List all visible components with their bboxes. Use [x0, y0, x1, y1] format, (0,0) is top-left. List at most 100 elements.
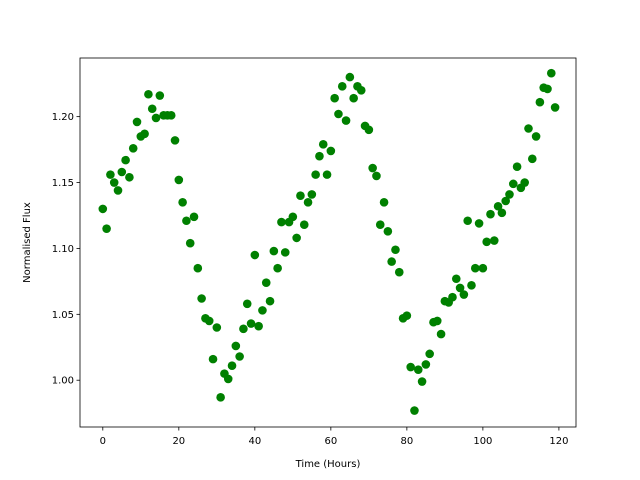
data-point — [170, 136, 180, 145]
data-point — [478, 263, 488, 273]
data-point — [265, 296, 275, 306]
data-point — [254, 321, 263, 331]
data-point — [121, 155, 130, 165]
data-point — [311, 170, 320, 179]
data-point — [489, 236, 499, 245]
data-point — [474, 219, 484, 228]
data-point — [140, 129, 149, 139]
y-tick-label: 1.10 — [52, 244, 74, 255]
data-point — [372, 171, 381, 181]
data-point — [155, 91, 165, 100]
data-point — [459, 290, 469, 299]
data-point — [113, 186, 123, 195]
data-point — [125, 172, 134, 182]
data-point — [524, 124, 533, 133]
data-points — [98, 68, 560, 415]
data-point — [322, 170, 332, 179]
data-point — [413, 365, 423, 374]
data-point — [375, 220, 385, 230]
data-point — [394, 267, 404, 277]
data-point — [391, 245, 400, 255]
data-point — [193, 263, 203, 273]
data-point — [182, 216, 191, 226]
data-point — [546, 68, 556, 78]
data-point — [231, 341, 241, 351]
data-point — [280, 248, 290, 257]
y-tick-label: 1.15 — [52, 178, 74, 189]
data-point — [223, 374, 233, 384]
data-point — [383, 226, 393, 236]
data-point — [436, 329, 446, 339]
data-point — [212, 323, 222, 332]
data-point — [315, 151, 324, 161]
data-point — [239, 324, 248, 334]
x-tick-label: 0 — [100, 436, 106, 447]
data-point — [550, 103, 560, 112]
data-point — [147, 104, 157, 114]
data-point — [106, 170, 115, 179]
data-point — [185, 238, 195, 248]
y-tick-label: 1.05 — [52, 310, 74, 321]
data-point — [448, 292, 457, 302]
data-point — [425, 349, 434, 359]
data-point — [98, 204, 108, 214]
data-point — [299, 220, 309, 230]
data-point — [178, 198, 187, 207]
data-point — [387, 257, 396, 266]
data-point — [132, 117, 142, 127]
data-point — [531, 132, 541, 141]
data-point — [341, 116, 351, 125]
data-point — [330, 93, 339, 103]
data-point — [379, 198, 389, 207]
data-point — [208, 354, 218, 364]
data-point — [527, 154, 537, 164]
data-point — [364, 125, 374, 135]
x-tick-label: 120 — [549, 436, 568, 447]
x-tick-label: 100 — [473, 436, 492, 447]
data-point — [109, 178, 119, 187]
data-point — [410, 406, 419, 415]
x-axis-ticks: 0 20 40 60 80 100 120 — [100, 427, 568, 447]
data-point — [356, 85, 366, 95]
data-point — [512, 162, 522, 172]
data-point — [543, 84, 552, 94]
data-point — [117, 167, 127, 177]
data-point — [197, 294, 206, 303]
data-point — [417, 377, 427, 386]
x-tick-label: 40 — [248, 436, 261, 447]
data-point — [467, 281, 476, 290]
data-point — [493, 201, 503, 211]
data-point — [470, 263, 480, 273]
data-point — [451, 274, 461, 284]
data-point — [144, 89, 153, 99]
data-point — [421, 360, 431, 369]
data-point — [482, 237, 491, 247]
data-point — [288, 212, 298, 222]
y-axis-label: Normalised Flux — [22, 202, 33, 283]
data-point — [334, 109, 343, 119]
data-point — [258, 306, 267, 315]
data-point — [497, 208, 507, 218]
data-point — [296, 191, 305, 201]
data-point — [508, 179, 518, 189]
data-point — [273, 263, 282, 273]
data-point — [345, 72, 355, 82]
data-point — [455, 283, 465, 293]
data-point — [166, 111, 176, 120]
data-point — [269, 246, 279, 256]
data-point — [432, 316, 442, 326]
data-point — [402, 311, 412, 320]
plot-area — [80, 58, 576, 427]
data-point — [246, 319, 256, 328]
data-point — [463, 216, 472, 226]
data-point — [242, 299, 252, 309]
x-tick-label: 80 — [400, 436, 413, 447]
data-point — [261, 278, 271, 287]
data-point — [102, 224, 111, 233]
data-point — [501, 196, 510, 206]
data-point — [303, 198, 313, 207]
data-point — [326, 146, 336, 156]
data-point — [520, 178, 529, 187]
data-point — [368, 163, 377, 173]
